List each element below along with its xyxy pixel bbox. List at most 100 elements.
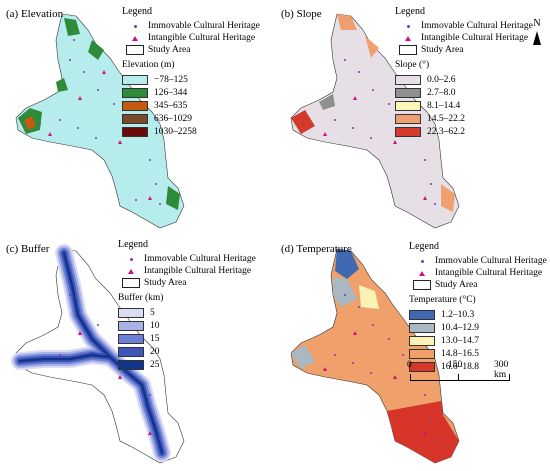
- class-swatch: [118, 359, 144, 370]
- classification-title: Temperature (°C): [409, 295, 476, 305]
- panel-title: (b) Slope: [281, 8, 322, 20]
- highland-patch: [88, 40, 104, 60]
- class-swatch: [409, 309, 435, 320]
- legend-title: Legend: [122, 6, 152, 17]
- class-swatch: [409, 335, 435, 346]
- class-row: −78–125: [122, 73, 260, 86]
- study-area-icon: [399, 45, 417, 55]
- class-row: 10.4–12.9: [409, 321, 547, 334]
- immovable-heritage-icon: [129, 257, 133, 261]
- panel-title: (c) Buffer: [6, 243, 50, 255]
- highland-patch: [24, 116, 36, 130]
- class-swatch: [122, 87, 148, 98]
- legend-item-study-area: Study Area: [122, 44, 260, 56]
- temperature-patch: [335, 249, 359, 279]
- class-row: 126–344: [122, 86, 260, 99]
- temperature-patch: [359, 285, 379, 309]
- class-row: 8.1–14.4: [395, 99, 533, 112]
- temperature-patch: [291, 345, 315, 369]
- heritage-points: [334, 294, 436, 440]
- map-legend: Legend Immovable Cultural Heritage Intan…: [395, 6, 533, 138]
- legend-title: Legend: [409, 241, 439, 252]
- panel-title: (a) Elevation: [6, 8, 64, 20]
- class-swatch: [118, 333, 144, 344]
- slope-patch: [337, 14, 357, 30]
- legend-item-immovable: Immovable Cultural Heritage: [118, 253, 256, 265]
- scale-label-0: 0: [407, 360, 412, 370]
- legend-item-intangible: Intangible Cultural Heritage: [409, 267, 547, 279]
- scale-label-150: 150: [448, 360, 463, 370]
- legend-item-intangible: Intangible Cultural Heritage: [122, 32, 260, 44]
- class-swatch: [395, 126, 421, 137]
- class-swatch: [395, 87, 421, 98]
- class-swatch: [118, 346, 144, 357]
- scale-label-300: 300 km: [494, 360, 509, 380]
- north-arrow: N: [530, 18, 544, 45]
- class-swatch: [409, 348, 435, 359]
- class-row: 1.2–10.3: [409, 308, 547, 321]
- class-row: 636–1029: [122, 112, 260, 125]
- panel-elevation: (a) Elevation Legend Immovable Cultural …: [0, 0, 275, 235]
- north-arrow-icon: [533, 31, 541, 45]
- slope-patch: [291, 110, 315, 134]
- panel-temperature: (d) Temperature Legend Immovable Cultura…: [275, 235, 550, 470]
- class-row: 345–635: [122, 99, 260, 112]
- panel-slope: (b) Slope Legend Immovable Cultural Heri…: [275, 0, 550, 235]
- north-label: N: [533, 18, 541, 29]
- intangible-heritage-icon: [405, 35, 411, 41]
- class-row: 15: [118, 332, 256, 345]
- study-area-icon: [413, 280, 431, 290]
- class-row: 0.0–2.6: [395, 73, 533, 86]
- classification-title: Elevation (m): [122, 60, 175, 70]
- elevation-map: [15, 13, 185, 229]
- class-row: 25: [118, 358, 256, 371]
- legend-title: Legend: [118, 239, 148, 250]
- map-legend: Legend Immovable Cultural Heritage Intan…: [118, 239, 256, 371]
- intangible-heritage-icon: [419, 270, 425, 276]
- class-swatch: [409, 322, 435, 333]
- study-area-icon: [122, 278, 140, 288]
- class-swatch: [122, 113, 148, 124]
- class-swatch: [118, 307, 144, 318]
- study-area-icon: [126, 45, 144, 55]
- map-legend: Legend Immovable Cultural Heritage Intan…: [409, 241, 547, 373]
- slope-patch: [319, 94, 335, 110]
- slope-patch: [365, 36, 379, 58]
- heritage-points: [39, 39, 161, 205]
- class-swatch: [409, 361, 435, 372]
- highland-patch: [56, 78, 68, 92]
- legend-item-study-area: Study Area: [395, 44, 533, 56]
- intangible-points: [48, 70, 152, 200]
- class-row: 5: [118, 306, 256, 319]
- class-row: 14.8–16.5: [409, 347, 547, 360]
- immovable-heritage-icon: [420, 259, 424, 263]
- scale-bar: 0 150 300 km: [407, 360, 510, 381]
- legend-item-intangible: Intangible Cultural Heritage: [118, 265, 256, 277]
- legend-item-intangible: Intangible Cultural Heritage: [395, 32, 533, 44]
- class-swatch: [395, 74, 421, 85]
- slope-map: [290, 13, 460, 229]
- immovable-heritage-icon: [133, 24, 137, 28]
- legend-item-immovable: Immovable Cultural Heritage: [395, 20, 533, 32]
- intangible-heritage-icon: [128, 268, 134, 274]
- panel-buffer: (c) Buffer Legend Immovable Cultural Her…: [0, 235, 275, 470]
- legend-title: Legend: [395, 6, 425, 17]
- legend-item-immovable: Immovable Cultural Heritage: [122, 20, 260, 32]
- temperature-map: [290, 248, 460, 464]
- class-swatch: [118, 320, 144, 331]
- temperature-patch: [387, 401, 459, 463]
- class-row: 1030–2258: [122, 125, 260, 138]
- class-row: 2.7–8.0: [395, 86, 533, 99]
- class-row: 22.3–62.2: [395, 125, 533, 138]
- class-swatch: [122, 126, 148, 137]
- class-swatch: [395, 100, 421, 111]
- class-swatch: [122, 74, 148, 85]
- panel-title: (d) Temperature: [281, 243, 352, 255]
- class-row: 16.6–18.8: [409, 360, 547, 373]
- map-legend: Legend Immovable Cultural Heritage Intan…: [122, 6, 260, 138]
- intangible-points: [323, 331, 427, 435]
- intangible-heritage-icon: [132, 35, 138, 41]
- highland-patch: [166, 186, 180, 210]
- class-swatch: [395, 113, 421, 124]
- legend-item-study-area: Study Area: [118, 277, 256, 289]
